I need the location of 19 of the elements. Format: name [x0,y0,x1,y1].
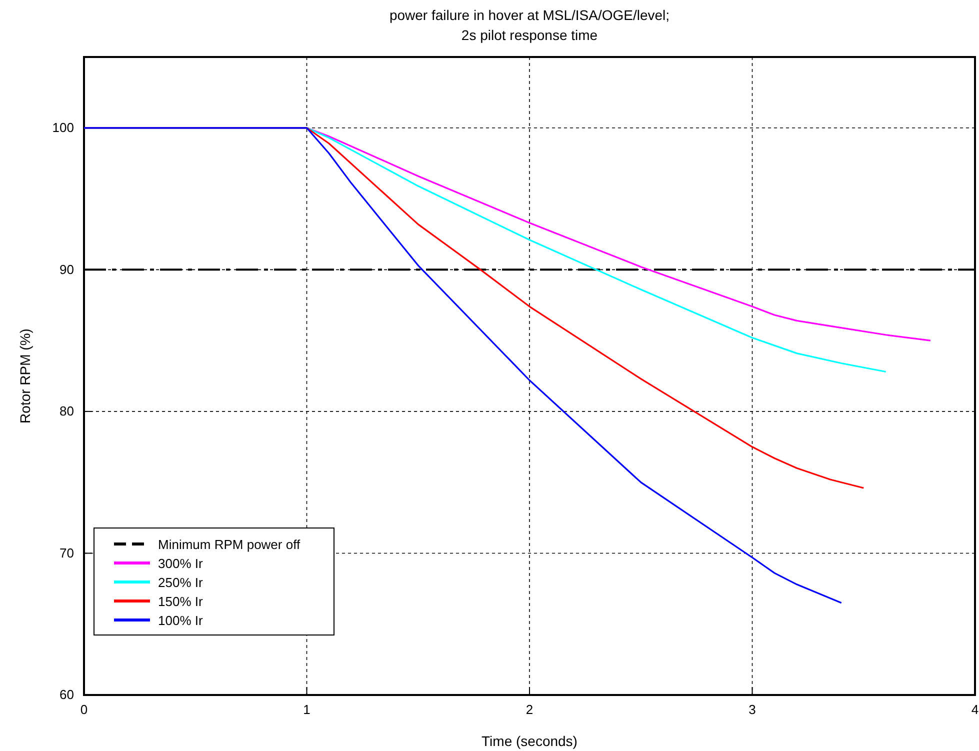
x-tick-label: 3 [748,702,756,718]
legend-label: 100% Ir [158,613,204,628]
chart-subtitle: 2s pilot response time [461,27,598,43]
x-tick-label: 4 [971,702,979,718]
legend-label: Minimum RPM power off [158,537,300,552]
legend-label: 250% Ir [158,575,204,590]
legend-label: 150% Ir [158,594,204,609]
legend-label: 300% Ir [158,556,204,571]
x-tick-label: 1 [303,702,310,718]
x-axis-title: Time (seconds) [482,733,578,749]
y-tick-label: 80 [60,404,74,419]
y-tick-label: 60 [60,687,74,702]
y-tick-label: 90 [60,262,74,277]
x-tick-label: 2 [526,702,534,718]
x-tick-label: 0 [80,702,88,718]
y-tick-label: 70 [60,545,74,560]
chart-title: power failure in hover at MSL/ISA/OGE/level; [389,7,670,23]
y-tick-label: 100 [52,120,74,136]
y-axis-title: Rotor RPM (%) [17,328,33,424]
